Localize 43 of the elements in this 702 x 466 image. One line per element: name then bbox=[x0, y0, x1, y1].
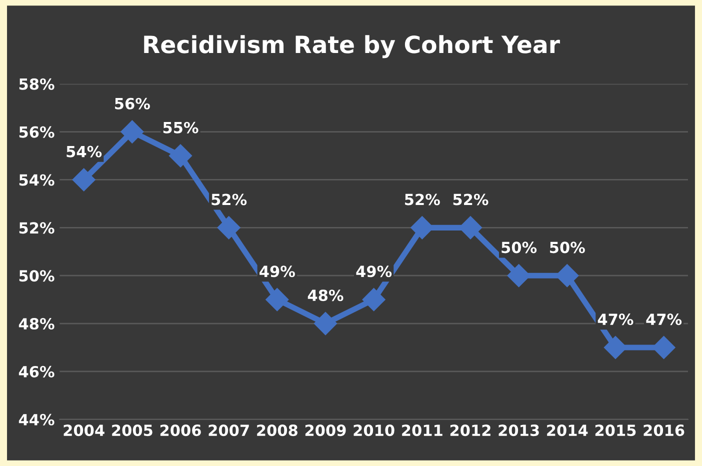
y-tick-label: 46% bbox=[18, 366, 54, 378]
x-tick-label: 2004 bbox=[64, 424, 104, 436]
point bbox=[266, 288, 289, 312]
data-label: 47% bbox=[598, 314, 634, 326]
point bbox=[604, 336, 627, 359]
x-tick-label: 2008 bbox=[257, 424, 298, 436]
y-tick-label: 52% bbox=[19, 222, 54, 234]
y-tick-label: 54% bbox=[19, 174, 54, 186]
data-label: 50% bbox=[550, 242, 585, 254]
y-tick-label: 48% bbox=[18, 318, 54, 330]
x-tick-label: 2016 bbox=[644, 424, 684, 436]
y-tick-label: 56% bbox=[19, 126, 54, 138]
point bbox=[217, 216, 240, 240]
data-label: 54% bbox=[66, 146, 102, 158]
point bbox=[314, 312, 337, 336]
y-tick-label: 58% bbox=[19, 78, 54, 90]
data-label: 48% bbox=[308, 290, 344, 302]
x-tick-label: 2010 bbox=[354, 424, 394, 436]
x-tick-label: 2015 bbox=[595, 424, 636, 436]
y-tick-label: 44% bbox=[18, 414, 54, 426]
data-label: 56% bbox=[115, 98, 150, 110]
chart-title: Recidivism Rate by Cohort Year bbox=[144, 35, 560, 58]
point bbox=[72, 168, 96, 192]
data-label: 52% bbox=[405, 194, 440, 206]
point bbox=[168, 144, 192, 168]
x-tick-label: 2005 bbox=[112, 424, 152, 436]
data-label: 50% bbox=[502, 242, 537, 254]
x-tick-label: 2006 bbox=[160, 424, 201, 436]
x-tick-label: 2007 bbox=[208, 424, 249, 436]
data-label: 55% bbox=[163, 122, 198, 134]
data-label: 49% bbox=[356, 266, 392, 278]
data-label: 47% bbox=[646, 314, 682, 326]
x-tick-label: 2011 bbox=[402, 424, 442, 436]
data-label: 52% bbox=[453, 194, 488, 206]
point bbox=[120, 120, 144, 144]
point bbox=[362, 288, 386, 312]
x-tick-label: 2013 bbox=[498, 424, 539, 436]
x-tick-label: 2014 bbox=[547, 424, 588, 436]
x-tick-label: 2009 bbox=[305, 424, 346, 436]
data-label: 49% bbox=[260, 266, 295, 278]
x-tick-label: 2012 bbox=[450, 424, 490, 436]
y-tick-label: 50% bbox=[19, 270, 54, 282]
data-label: 52% bbox=[212, 194, 247, 206]
